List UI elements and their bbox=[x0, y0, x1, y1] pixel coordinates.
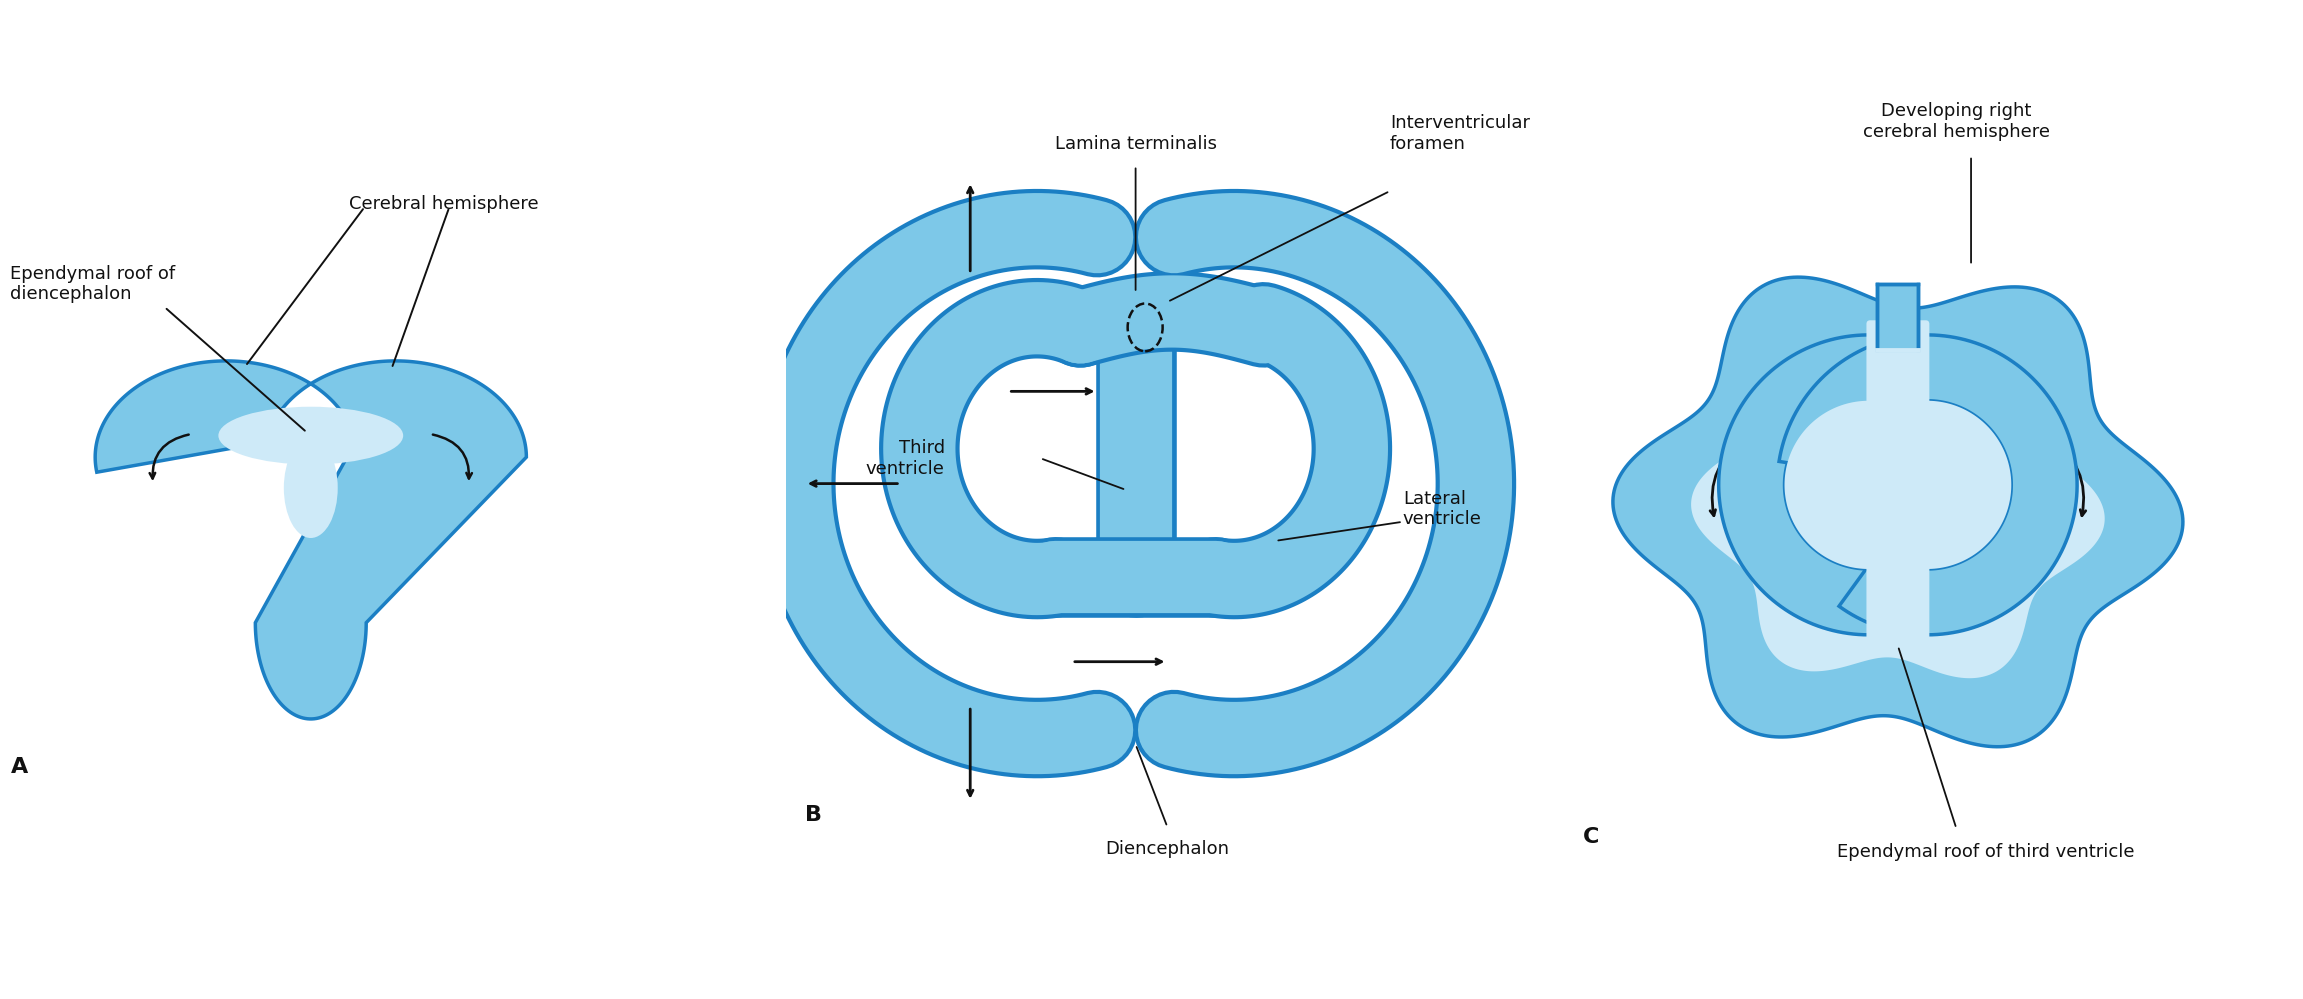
Polygon shape bbox=[1690, 345, 2105, 678]
Text: Lateral
ventricle: Lateral ventricle bbox=[1403, 490, 1481, 528]
Text: Diencephalon: Diencephalon bbox=[1105, 840, 1230, 858]
Text: A: A bbox=[12, 757, 28, 777]
Polygon shape bbox=[94, 361, 527, 719]
Polygon shape bbox=[1785, 401, 1953, 569]
Text: Interventricular
foramen: Interventricular foramen bbox=[1391, 114, 1529, 153]
Text: C: C bbox=[1584, 827, 1601, 847]
Text: Cerebral hemisphere: Cerebral hemisphere bbox=[350, 196, 539, 214]
Ellipse shape bbox=[219, 407, 403, 465]
Text: B: B bbox=[804, 805, 822, 825]
Text: Developing right
cerebral hemisphere: Developing right cerebral hemisphere bbox=[1863, 102, 2050, 141]
Polygon shape bbox=[1612, 277, 2183, 746]
Text: Ependymal roof of
diencephalon: Ependymal roof of diencephalon bbox=[12, 265, 175, 304]
FancyBboxPatch shape bbox=[1877, 284, 1918, 350]
Polygon shape bbox=[1718, 335, 2017, 634]
Polygon shape bbox=[1778, 335, 2077, 634]
Polygon shape bbox=[1842, 401, 2011, 569]
Text: Lamina terminalis: Lamina terminalis bbox=[1055, 135, 1216, 153]
Text: Third
ventricle: Third ventricle bbox=[866, 439, 944, 478]
FancyBboxPatch shape bbox=[1865, 321, 1930, 642]
Ellipse shape bbox=[283, 438, 339, 538]
Text: Ependymal roof of third ventricle: Ependymal roof of third ventricle bbox=[1838, 843, 2135, 861]
